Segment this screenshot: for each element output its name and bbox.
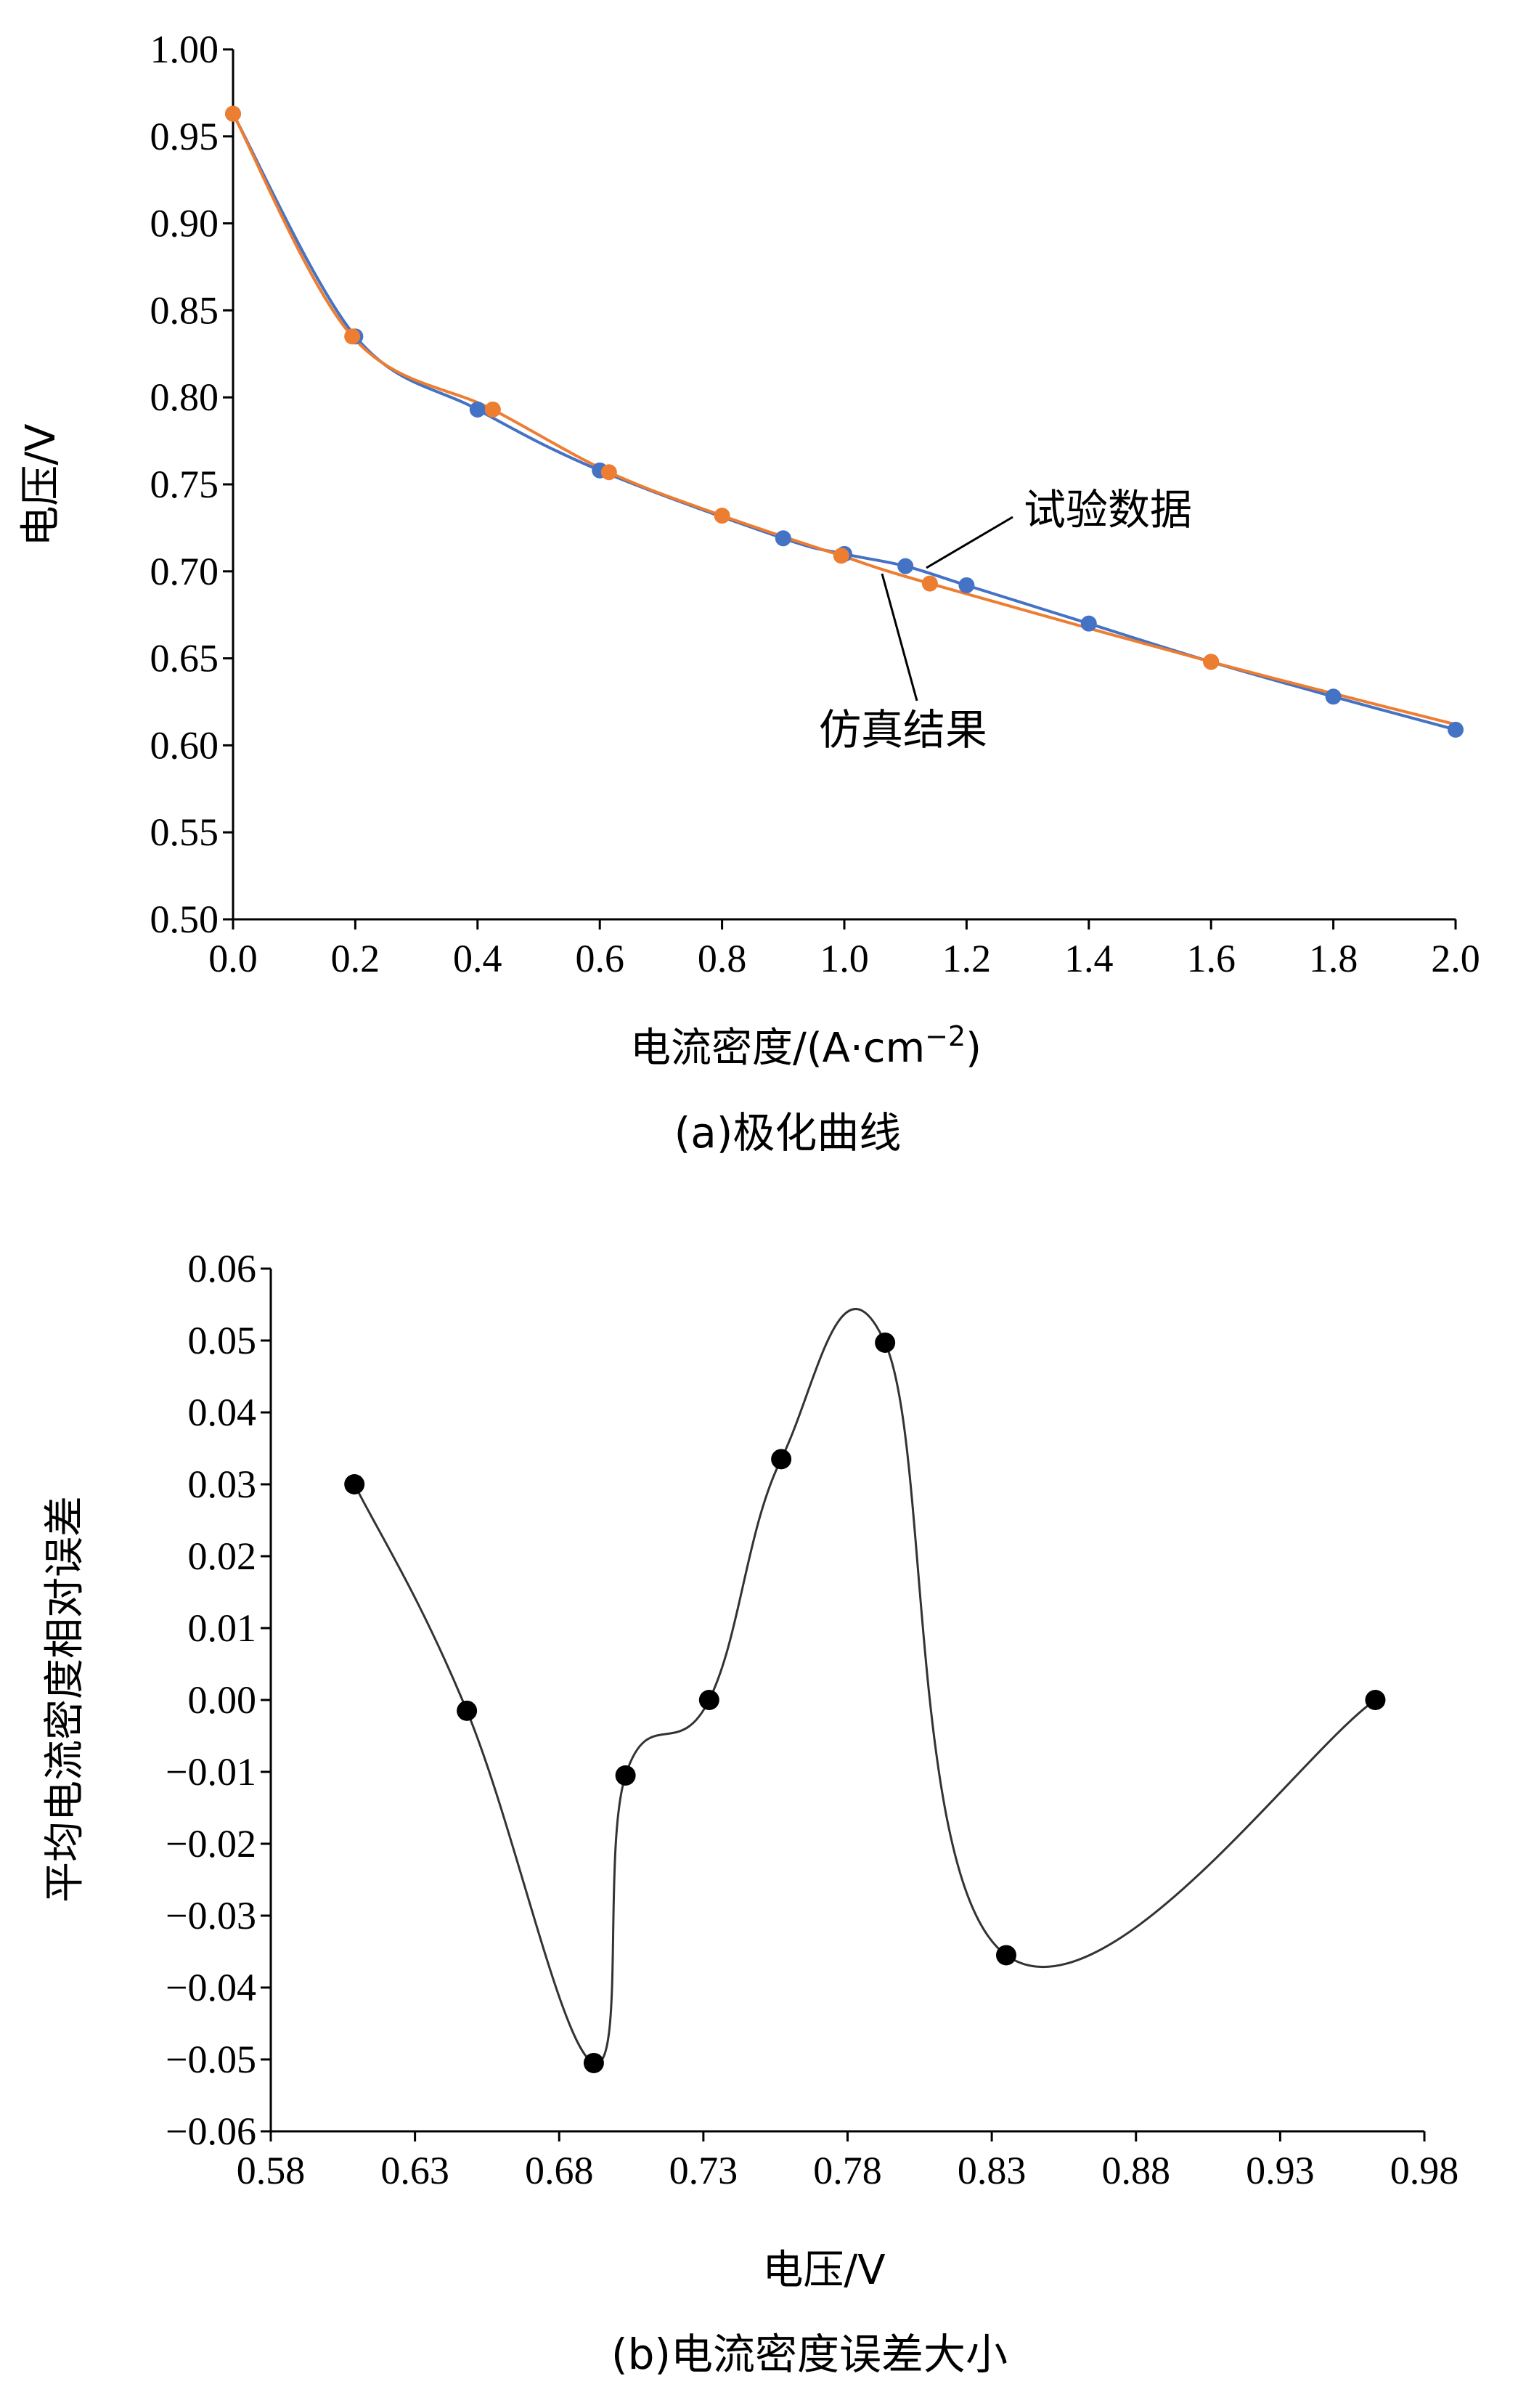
y-tick-label: 0.70	[150, 550, 219, 593]
y-tick-label: 0.95	[150, 115, 219, 158]
annotation-leader-test-data	[926, 516, 1013, 569]
y-tick-label: −0.03	[166, 1894, 256, 1937]
annotation-leader-simulation	[881, 573, 918, 701]
data-point	[771, 1449, 792, 1470]
chart-b-x-ticks: 0.58 0.63 0.68 0.73 0.78 0.83 0.88 0.93 0.98	[237, 2131, 1459, 2192]
data-point	[469, 401, 486, 418]
data-point	[225, 105, 241, 122]
y-tick-label: 0.50	[150, 898, 219, 941]
x-tick-label: 0.68	[525, 2149, 594, 2192]
chart-a-polarization-curve: 0.0 0.2 0.4 0.6 0.8 1.0 1.2 1.4 1.6 1.8 2.0 0.500.…	[17, 28, 1480, 1158]
data-point	[1448, 721, 1464, 738]
y-tick-label: 0.85	[150, 288, 219, 332]
chart-a-x-axis-title-sup: −2	[925, 1020, 966, 1052]
series-line	[232, 113, 1456, 726]
x-tick-label: 1.4	[1064, 937, 1114, 980]
y-tick-label: 0.06	[188, 1247, 257, 1290]
chart-b-y-axis-title: 平均电流密度相对误差	[41, 1496, 89, 1903]
data-point	[344, 1474, 365, 1494]
data-point	[600, 464, 617, 481]
chart-a-x-axis-title: 电流密度/(A·cm−2)	[630, 1020, 982, 1072]
chart-a-caption: (a)极化曲线	[674, 1108, 902, 1158]
data-point	[775, 530, 791, 547]
x-tick-label: 0.2	[331, 937, 380, 980]
x-tick-label: 0.73	[669, 2149, 738, 2192]
data-point	[615, 1765, 636, 1786]
x-tick-label: 0.8	[698, 937, 747, 980]
x-tick-label: 0.88	[1102, 2149, 1171, 2192]
x-tick-label: 0.6	[575, 937, 624, 980]
chart-a-series	[225, 105, 1464, 738]
data-point	[714, 508, 730, 524]
data-point	[1365, 1690, 1386, 1710]
data-point	[484, 401, 501, 418]
y-tick-label: −0.04	[166, 1966, 256, 2009]
series-line	[232, 113, 1456, 731]
y-tick-label: 0.02	[188, 1534, 257, 1578]
data-point	[897, 558, 914, 574]
chart-b-axes	[269, 1269, 1424, 2133]
y-tick-label: 0.55	[150, 810, 219, 854]
x-tick-label: 0.83	[958, 2149, 1027, 2192]
chart-a-annotations: 试验数据 仿真结果	[819, 485, 1192, 754]
x-tick-label: 0.58	[237, 2149, 306, 2192]
annotation-simulation: 仿真结果	[819, 705, 987, 754]
data-point	[1080, 615, 1097, 632]
chart-a-y-axis-title: 电压/V	[17, 423, 65, 546]
chart-a-x-axis-title-close: )	[966, 1025, 982, 1072]
chart-b-series	[344, 1308, 1386, 2073]
y-tick-label: 0.00	[188, 1678, 257, 1722]
y-tick-label: −0.05	[166, 2038, 256, 2081]
data-point	[344, 328, 361, 345]
annotation-test-data: 试验数据	[1024, 485, 1192, 534]
x-tick-label: 0.93	[1246, 2149, 1315, 2192]
x-tick-label: 2.0	[1431, 937, 1480, 980]
y-tick-label: 0.80	[150, 375, 219, 419]
data-point	[457, 1700, 478, 1721]
y-tick-label: 0.90	[150, 202, 219, 245]
chart-b-current-density-error: 0.58 0.63 0.68 0.73 0.78 0.83 0.88 0.93 0.98 −0.…	[41, 1247, 1458, 2379]
x-tick-label: 0.78	[813, 2149, 882, 2192]
data-point	[833, 548, 849, 564]
y-tick-label: 0.01	[188, 1606, 257, 1650]
data-point	[921, 575, 938, 592]
data-point	[958, 577, 975, 593]
chart-a-x-ticks: 0.0 0.2 0.4 0.6 0.8 1.0 1.2 1.4 1.6 1.8 2.0	[208, 919, 1480, 980]
chart-a-x-axis-title-main: 电流密度/(A·cm	[630, 1025, 925, 1072]
chart-b-x-axis-title: 电压/V	[762, 2247, 885, 2294]
chart-a-y-ticks: 0.50 0.55 0.60 0.65 0.70 0.75 0.80 0.85 0.90 0.95…	[150, 28, 233, 941]
y-tick-label: 0.60	[150, 723, 219, 767]
y-tick-label: 0.05	[188, 1319, 257, 1362]
x-tick-label: 0.4	[453, 937, 502, 980]
data-point	[1325, 688, 1342, 705]
y-tick-label: 0.75	[150, 463, 219, 506]
x-tick-label: 0.63	[380, 2149, 449, 2192]
x-tick-label: 0.98	[1390, 2149, 1459, 2192]
y-tick-label: −0.01	[166, 1750, 256, 1794]
y-tick-label: −0.02	[166, 1822, 256, 1866]
x-tick-label: 1.2	[942, 937, 992, 980]
x-tick-label: 1.6	[1186, 937, 1236, 980]
y-tick-label: 0.04	[188, 1391, 257, 1434]
y-tick-label: 0.65	[150, 637, 219, 680]
data-point	[1203, 654, 1220, 670]
x-tick-label: 1.8	[1309, 937, 1358, 980]
y-tick-label: −0.06	[166, 2110, 256, 2153]
chart-a-axes	[232, 49, 1456, 921]
chart-b-y-ticks: −0.06 −0.05 −0.04 −0.03 −0.02 −0.01 0.00 0.01 0.…	[166, 1247, 271, 2153]
data-point	[995, 1945, 1016, 1966]
data-point	[698, 1690, 719, 1710]
x-tick-label: 1.0	[820, 937, 869, 980]
y-tick-label: 0.03	[188, 1463, 257, 1506]
chart-b-caption: (b)电流密度误差大小	[611, 2330, 1008, 2379]
data-point	[875, 1332, 896, 1353]
x-tick-label: 0.0	[208, 937, 258, 980]
data-point	[583, 2052, 604, 2073]
series-line	[353, 1308, 1376, 2065]
y-tick-label: 1.00	[150, 28, 219, 71]
